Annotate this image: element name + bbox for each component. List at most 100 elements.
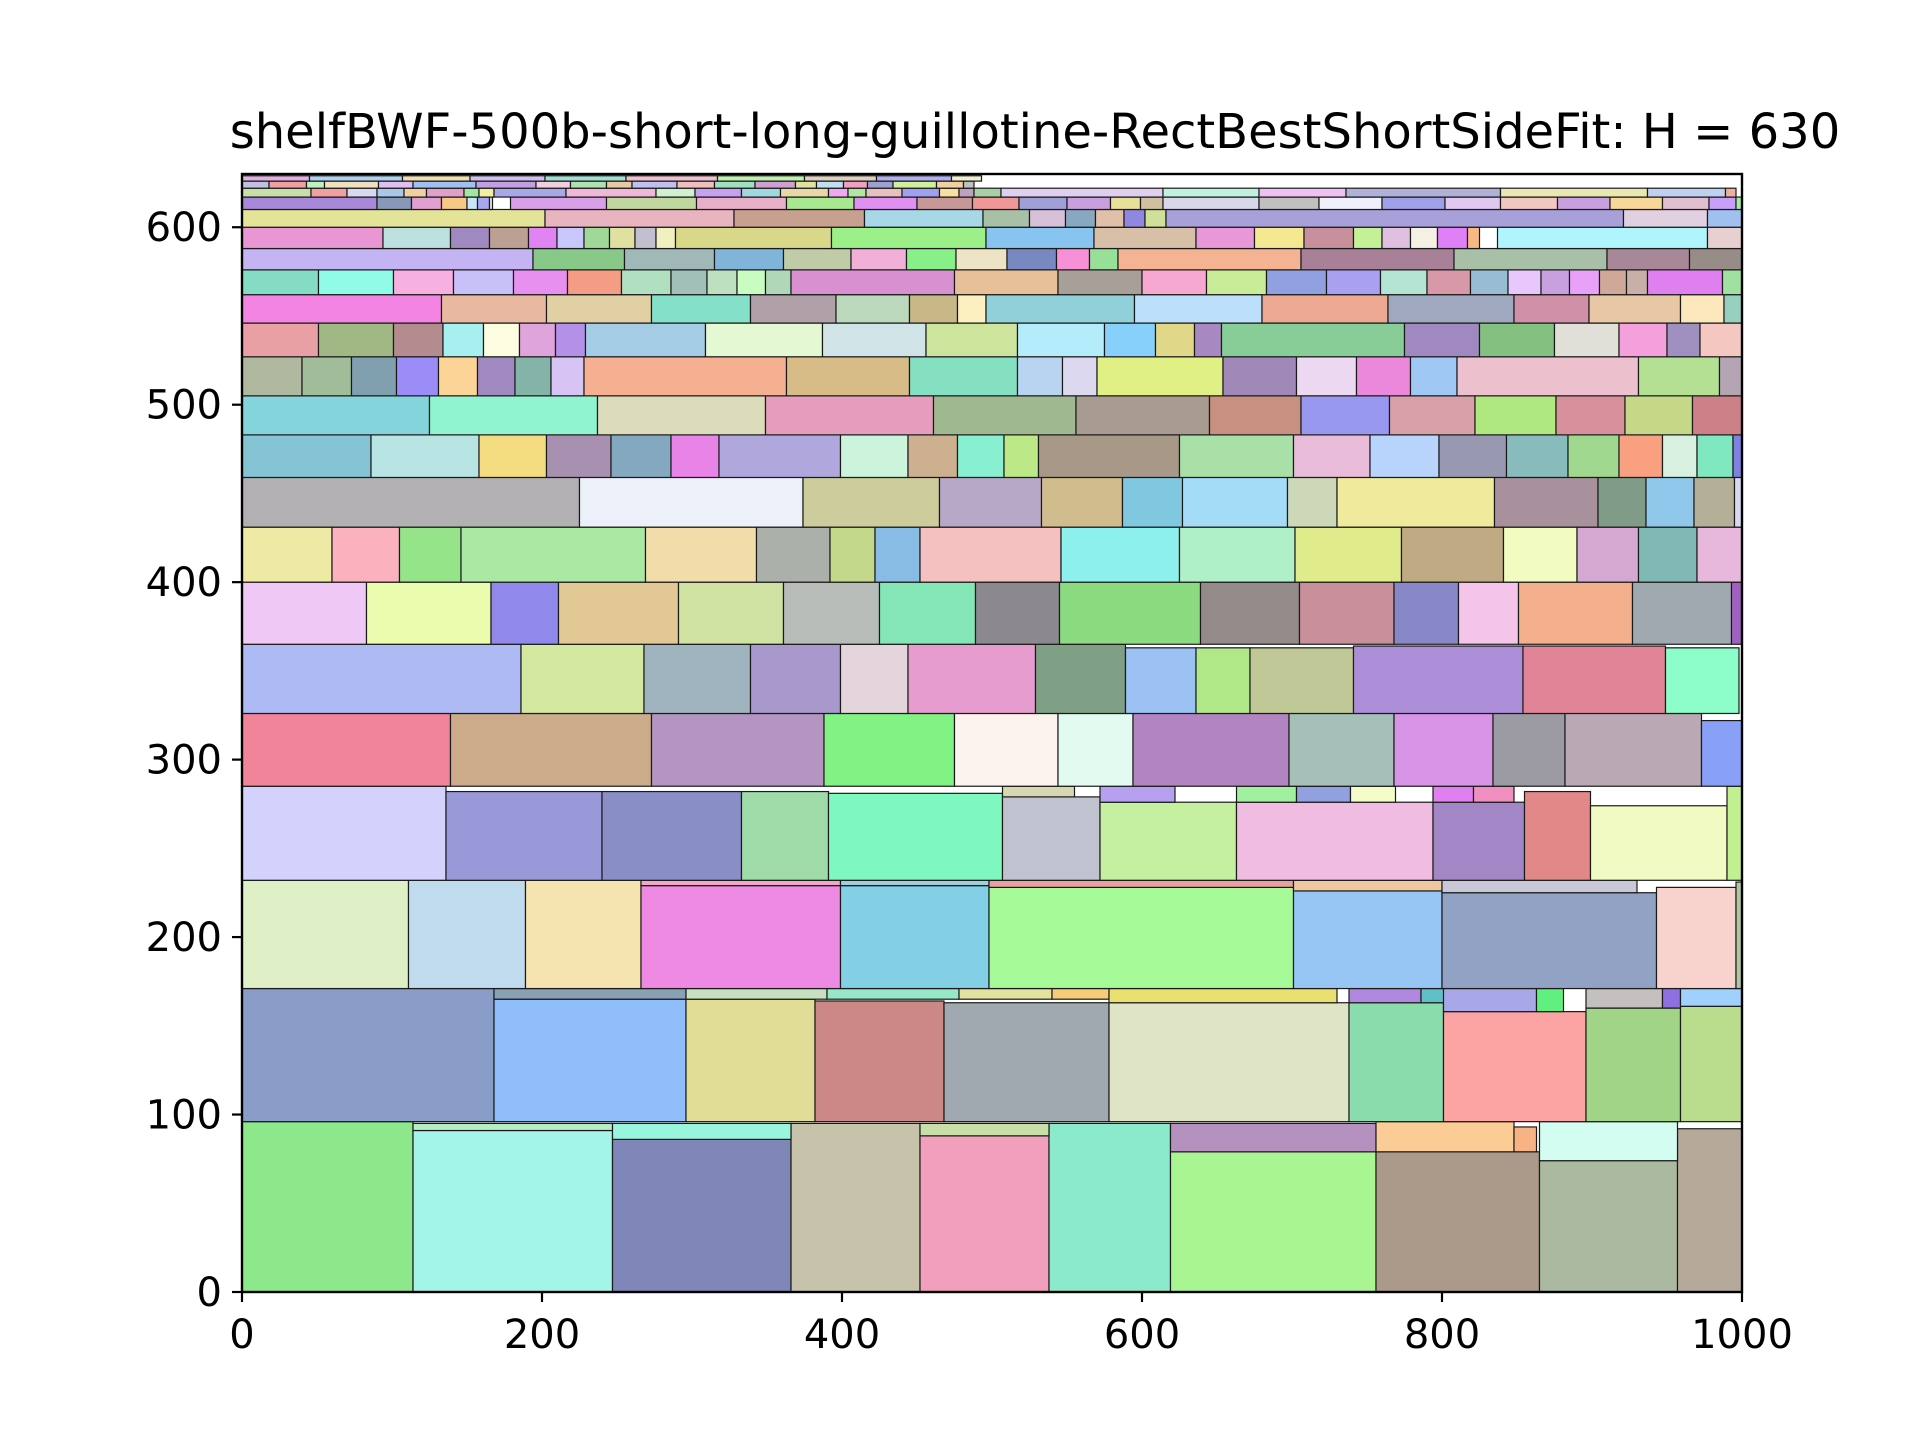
packed-rect-7 xyxy=(1375,1151,1541,1293)
packed-rect-111 xyxy=(1457,581,1520,645)
packed-rect-275 xyxy=(955,247,1008,271)
packed-rect-210 xyxy=(704,322,824,358)
packed-rect-315 xyxy=(1094,208,1125,228)
packed-rect-119 xyxy=(644,526,758,583)
packed-rect-39 xyxy=(1679,987,1743,1007)
x-tick-label: 0 xyxy=(229,1312,254,1358)
packed-rect-371 xyxy=(1000,187,1164,198)
packed-rect-388 xyxy=(631,180,678,189)
packed-rect-169 xyxy=(428,395,599,436)
packed-rect-137 xyxy=(1121,476,1184,528)
packed-rect-193 xyxy=(1061,356,1098,397)
packed-rect-396 xyxy=(892,180,938,189)
packed-rect-154 xyxy=(907,434,959,479)
packed-rect-285 xyxy=(382,226,452,250)
y-tick-label: 500 xyxy=(146,383,222,429)
packed-rect-239 xyxy=(1723,294,1743,324)
packed-rect-252 xyxy=(953,269,1059,296)
packed-rect-393 xyxy=(815,180,845,189)
packed-rect-41 xyxy=(407,879,527,990)
packed-rect-3 xyxy=(790,1122,921,1293)
packed-rect-261 xyxy=(1507,269,1542,296)
packed-rect-228 xyxy=(749,294,837,324)
packed-rect-207 xyxy=(518,322,557,358)
packed-rect-11 xyxy=(1375,1121,1515,1153)
x-tick-label: 800 xyxy=(1404,1312,1480,1358)
packed-rect-403 xyxy=(544,175,627,182)
packed-rect-213 xyxy=(1016,322,1106,358)
packed-rect-94 xyxy=(1195,647,1251,715)
packed-rect-192 xyxy=(1016,356,1064,397)
packed-rect-28 xyxy=(685,987,828,1000)
packed-rect-278 xyxy=(1088,247,1119,271)
packed-rect-98 xyxy=(1664,647,1740,715)
packed-rect-87 xyxy=(520,643,645,715)
packed-rect-258 xyxy=(1379,269,1428,296)
packed-rect-355 xyxy=(425,187,465,198)
packed-rect-345 xyxy=(1556,196,1611,211)
packed-rect-12 xyxy=(1538,1121,1679,1162)
packed-rect-392 xyxy=(794,180,818,189)
packed-rect-91 xyxy=(907,643,1037,715)
packed-rect-143 xyxy=(1645,476,1695,528)
packed-rect-340 xyxy=(1258,196,1320,211)
packed-rect-347 xyxy=(1661,196,1710,211)
packed-rect-80 xyxy=(1132,712,1290,787)
packed-rect-18 xyxy=(493,998,687,1123)
packed-rect-259 xyxy=(1426,269,1472,296)
packed-rect-391 xyxy=(754,180,797,189)
packed-rect-124 xyxy=(1060,526,1181,583)
packed-rect-302 xyxy=(1381,226,1412,250)
packed-rect-249 xyxy=(736,269,767,296)
packed-rect-266 xyxy=(1646,269,1724,296)
y-tick-label: 400 xyxy=(146,560,222,606)
packed-rect-398 xyxy=(962,180,975,189)
packed-rect-176 xyxy=(1388,395,1476,436)
packed-rect-141 xyxy=(1493,476,1599,528)
packed-rect-350 xyxy=(241,187,312,198)
packed-rect-52 xyxy=(988,879,1295,888)
packed-rect-407 xyxy=(875,175,953,182)
packed-rect-164 xyxy=(1618,434,1664,479)
packed-rect-71 xyxy=(1349,785,1397,803)
packed-rect-353 xyxy=(376,187,405,198)
packed-rect-163 xyxy=(1567,434,1620,479)
packed-rect-226 xyxy=(545,294,653,324)
packed-rect-35 xyxy=(1442,987,1538,1013)
packed-rect-314 xyxy=(1064,208,1097,228)
packed-rect-242 xyxy=(392,269,455,296)
packed-rect-376 xyxy=(1646,187,1727,198)
packed-rect-367 xyxy=(901,187,941,198)
packed-rect-271 xyxy=(713,247,785,271)
packed-rect-44 xyxy=(839,885,990,990)
packed-rect-397 xyxy=(935,180,965,189)
packed-rect-53 xyxy=(1292,879,1443,892)
packed-rect-357 xyxy=(478,187,495,198)
packed-rect-251 xyxy=(790,269,956,296)
packed-rect-79 xyxy=(1057,712,1134,787)
packed-rect-29 xyxy=(826,987,960,1000)
packed-rect-114 xyxy=(1730,581,1743,645)
packed-rect-301 xyxy=(1352,226,1383,250)
packed-rect-97 xyxy=(1522,645,1667,715)
packed-rect-390 xyxy=(713,180,756,189)
packed-rect-147 xyxy=(370,434,480,479)
packed-rect-348 xyxy=(1708,196,1737,211)
packed-rect-227 xyxy=(650,294,752,324)
packed-rect-394 xyxy=(842,180,869,189)
packed-rect-148 xyxy=(478,434,548,479)
packed-rect-194 xyxy=(1096,356,1224,397)
packed-rect-142 xyxy=(1597,476,1647,528)
packed-rect-373 xyxy=(1258,187,1347,198)
packed-rect-245 xyxy=(566,269,623,296)
packed-rect-233 xyxy=(1133,294,1263,324)
packed-rect-316 xyxy=(1123,208,1146,228)
packed-rect-256 xyxy=(1265,269,1328,296)
packed-rect-291 xyxy=(608,226,636,250)
packed-rect-360 xyxy=(655,187,696,198)
packed-rect-37 xyxy=(1585,987,1664,1009)
packed-rect-96 xyxy=(1352,645,1524,715)
packed-rect-93 xyxy=(1124,647,1197,715)
packed-rect-337 xyxy=(1109,196,1142,211)
